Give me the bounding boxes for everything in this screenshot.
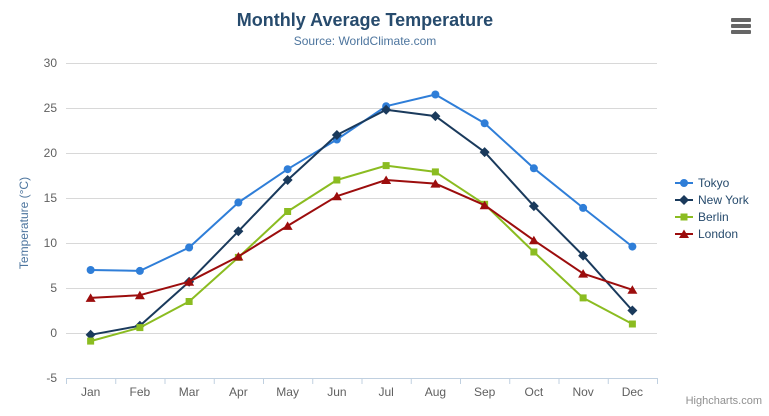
data-point[interactable]: [381, 104, 392, 115]
legend-item-berlin[interactable]: Berlin: [675, 210, 749, 224]
data-point[interactable]: [86, 266, 95, 274]
data-point[interactable]: [136, 324, 144, 332]
data-point[interactable]: [234, 198, 243, 207]
data-point[interactable]: [85, 329, 96, 340]
y-axis-label: 15: [44, 191, 58, 205]
data-point[interactable]: [579, 294, 587, 302]
credits-link[interactable]: Highcharts.com: [685, 395, 762, 407]
y-axis-label: 30: [44, 56, 58, 70]
y-axis-label: -5: [46, 371, 57, 385]
data-point[interactable]: [628, 320, 636, 328]
data-point[interactable]: [184, 277, 195, 286]
x-axis-label: Mar: [179, 385, 200, 399]
data-point[interactable]: [528, 235, 539, 245]
data-point[interactable]: [430, 179, 441, 188]
legend-marker-diamond-icon: [675, 195, 693, 205]
data-point[interactable]: [528, 201, 539, 212]
x-axis-label: Jan: [81, 385, 100, 399]
x-axis-label: Feb: [130, 385, 151, 399]
data-point[interactable]: [85, 293, 96, 302]
data-point[interactable]: [627, 305, 638, 316]
legend-label: New York: [698, 193, 749, 207]
data-point[interactable]: [134, 290, 145, 300]
data-point[interactable]: [628, 242, 637, 251]
data-point[interactable]: [185, 298, 193, 305]
data-point[interactable]: [284, 208, 292, 215]
chart-title: Monthly Average Temperature: [236, 10, 494, 30]
data-point[interactable]: [627, 285, 638, 294]
data-point[interactable]: [529, 164, 538, 173]
y-axis-label: 20: [44, 146, 58, 160]
data-point[interactable]: [87, 337, 95, 345]
y-axis-label: 10: [44, 236, 58, 250]
y-axis-label: 0: [50, 326, 57, 340]
x-axis-label: Nov: [572, 385, 593, 399]
legend-marker-square-icon: [675, 213, 693, 221]
y-axis-title: Temperature (°C): [17, 176, 31, 270]
data-point[interactable]: [530, 248, 538, 256]
data-point[interactable]: [430, 111, 441, 122]
data-point[interactable]: [431, 90, 440, 99]
data-point[interactable]: [233, 226, 244, 237]
series-new-york: [85, 104, 638, 340]
y-axis-label: 5: [50, 281, 57, 295]
data-point[interactable]: [283, 165, 292, 174]
legend-label: London: [698, 227, 739, 241]
data-point[interactable]: [382, 162, 390, 170]
data-point[interactable]: [233, 252, 244, 261]
legend-marker-circle-icon: [675, 179, 693, 187]
data-point[interactable]: [480, 119, 489, 128]
data-point[interactable]: [578, 250, 589, 261]
x-axis-label: Aug: [425, 385, 446, 399]
data-point[interactable]: [579, 203, 588, 212]
chart-subtitle: Source: WorldClimate.com: [293, 34, 437, 48]
y-axis-label: 25: [44, 101, 58, 115]
x-axis-label: May: [276, 385, 299, 399]
data-point[interactable]: [479, 200, 490, 210]
data-point[interactable]: [282, 175, 293, 185]
data-point[interactable]: [479, 147, 490, 158]
x-axis-label: Apr: [229, 385, 248, 399]
legend-marker-triangle-icon: [675, 229, 693, 238]
legend-item-new-york[interactable]: New York: [675, 193, 749, 207]
legend: Tokyo New York Berlin London: [675, 176, 749, 241]
legend-label: Berlin: [698, 210, 729, 224]
x-axis-label: Dec: [622, 385, 643, 399]
x-axis-label: Sep: [474, 385, 496, 399]
data-point[interactable]: [135, 266, 144, 275]
series-london: [85, 175, 638, 302]
data-point[interactable]: [381, 175, 392, 185]
x-axis-label: Jun: [327, 385, 346, 399]
data-point[interactable]: [185, 243, 194, 252]
data-point[interactable]: [431, 168, 439, 176]
export-menu-button[interactable]: [729, 12, 761, 40]
legend-label: Tokyo: [698, 176, 730, 190]
legend-item-london[interactable]: London: [675, 227, 749, 241]
data-point[interactable]: [331, 191, 342, 201]
data-point[interactable]: [331, 130, 342, 140]
x-axis-label: Jul: [378, 385, 393, 399]
x-axis-label: Oct: [525, 385, 544, 399]
data-point[interactable]: [333, 176, 341, 184]
legend-item-tokyo[interactable]: Tokyo: [675, 176, 749, 190]
data-point[interactable]: [282, 221, 293, 230]
series-tokyo: [86, 90, 637, 275]
data-point[interactable]: [578, 269, 589, 278]
